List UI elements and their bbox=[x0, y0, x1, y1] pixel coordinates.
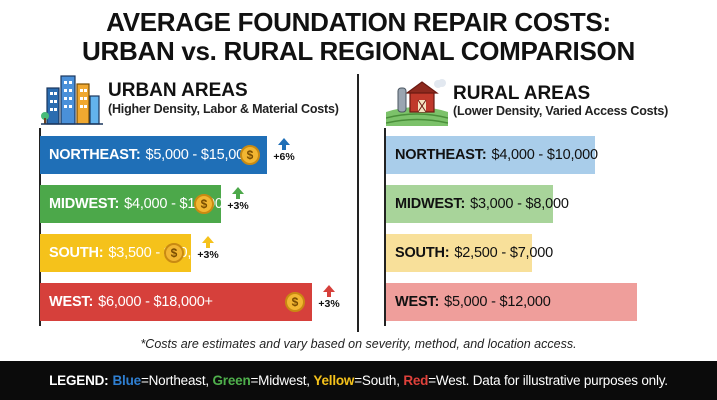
bar-region-label: NORTHEAST: bbox=[395, 147, 487, 163]
bar-value-label: $6,000 - $18,000+ bbox=[98, 294, 213, 310]
rural-panel-title: RURAL AREAS bbox=[453, 83, 591, 104]
panel-divider bbox=[357, 74, 359, 332]
rural-panel-subtitle: (Lower Density, Varied Access Costs) bbox=[453, 104, 669, 118]
bar-value-label: $3,500 - $10,000 bbox=[108, 245, 215, 261]
bar-northeast: NORTHEAST: $4,000 - $10,000 bbox=[386, 136, 598, 174]
legend-region-west: =West. bbox=[428, 373, 473, 388]
bar-region-label: WEST: bbox=[395, 294, 440, 310]
trend-percent-label: +3% bbox=[318, 298, 340, 310]
legend-bar: LEGEND: Blue=Northeast, Green=Midwest, Y… bbox=[0, 361, 717, 400]
farm-barn-icon bbox=[386, 79, 448, 126]
bar-west: WEST: $6,000 - $18,000+ bbox=[40, 283, 312, 321]
urban-axis-line bbox=[39, 128, 41, 326]
dollar-coin-icon: $ bbox=[194, 194, 214, 214]
bar-value-label: $4,000 - $10,000 bbox=[491, 147, 598, 163]
urban-panel-title: URBAN AREAS bbox=[108, 80, 248, 101]
bar-value-label: $5,000 - $15,000+ bbox=[145, 147, 261, 163]
trend-up-icon: +3% bbox=[193, 236, 223, 261]
footnote: *Costs are estimates and vary based on s… bbox=[140, 337, 577, 351]
trend-percent-label: +3% bbox=[197, 249, 219, 261]
dollar-coin-icon: $ bbox=[164, 243, 184, 263]
trend-percent-label: +3% bbox=[227, 200, 249, 212]
bar-region-label: SOUTH: bbox=[49, 245, 104, 261]
dollar-coin-icon: $ bbox=[240, 145, 260, 165]
urban-panel-subtitle: (Higher Density, Labor & Material Costs) bbox=[108, 102, 339, 116]
chart-title-line-1: AVERAGE FOUNDATION REPAIR COSTS: bbox=[106, 7, 611, 37]
city-buildings-icon bbox=[41, 75, 103, 125]
bar-south: SOUTH: $2,500 - $7,000 bbox=[386, 234, 553, 272]
bar-midwest: MIDWEST: $3,000 - $8,000 bbox=[386, 185, 569, 223]
trend-percent-label: +6% bbox=[273, 151, 295, 163]
legend-disclaimer: Data for illustrative purposes only. bbox=[472, 373, 668, 388]
bar-region-label: WEST: bbox=[49, 294, 94, 310]
dollar-coin-icon: $ bbox=[285, 292, 305, 312]
legend-items: Blue=Northeast, Green=Midwest, Yellow=So… bbox=[112, 373, 668, 388]
bar-region-label: NORTHEAST: bbox=[49, 147, 141, 163]
rural-axis-line bbox=[384, 128, 386, 326]
bar-west: WEST: $5,000 - $12,000 bbox=[386, 283, 637, 321]
bar-midwest: MIDWEST: $4,000 - $12,000 bbox=[40, 185, 231, 223]
legend-region-midwest: =Midwest, bbox=[250, 373, 314, 388]
legend-region-south: =South, bbox=[354, 373, 404, 388]
trend-up-icon: +3% bbox=[223, 187, 253, 212]
legend-label: LEGEND: bbox=[49, 373, 109, 388]
legend-region-northeast: =Northeast, bbox=[140, 373, 213, 388]
legend-color-midwest: Green bbox=[212, 373, 251, 388]
bar-value-label: $3,000 - $8,000 bbox=[470, 196, 569, 212]
bar-northeast: NORTHEAST: $5,000 - $15,000+ bbox=[40, 136, 267, 174]
bar-value-label: $4,000 - $12,000 bbox=[124, 196, 231, 212]
legend-color-northeast: Blue bbox=[112, 373, 141, 388]
trend-up-icon: +3% bbox=[314, 285, 344, 310]
bar-region-label: SOUTH: bbox=[395, 245, 450, 261]
legend-color-west: Red bbox=[403, 373, 429, 388]
trend-up-icon: +6% bbox=[269, 138, 299, 163]
chart-title-line-2: URBAN vs. RURAL REGIONAL COMPARISON bbox=[82, 36, 635, 66]
bar-region-label: MIDWEST: bbox=[395, 196, 466, 212]
bar-value-label: $2,500 - $7,000 bbox=[454, 245, 553, 261]
bar-region-label: MIDWEST: bbox=[49, 196, 120, 212]
bar-value-label: $5,000 - $12,000 bbox=[444, 294, 551, 310]
legend-color-south: Yellow bbox=[313, 373, 355, 388]
